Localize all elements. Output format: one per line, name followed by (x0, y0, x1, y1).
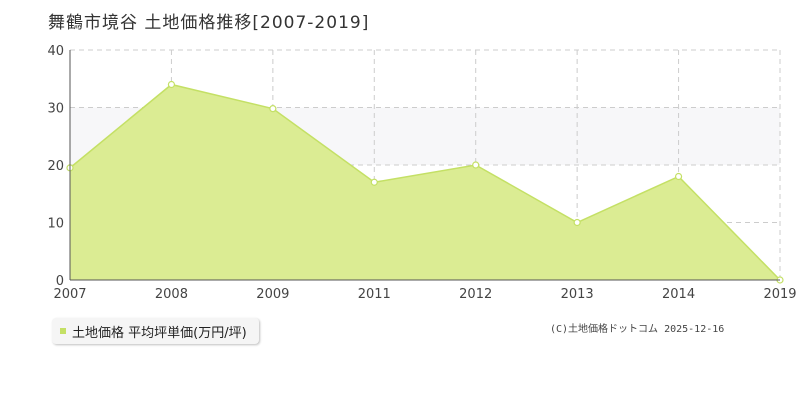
y-tick-label: 10 (47, 217, 64, 232)
data-point (370, 178, 378, 186)
y-tick-label: 30 (47, 102, 64, 117)
y-tick-label: 20 (47, 159, 64, 174)
legend-label: 土地価格 平均坪単価(万円/坪) (72, 325, 247, 341)
x-tick-label: 2007 (53, 287, 86, 302)
x-tick-label: 2019 (763, 287, 796, 302)
copyright-text: (C)土地価格ドットコム 2025-12-16 (550, 324, 725, 335)
data-point (472, 161, 480, 169)
data-point (573, 218, 581, 227)
legend-swatch (60, 328, 66, 334)
y-tick-label: 0 (56, 274, 64, 289)
data-point (674, 172, 683, 181)
data-point (269, 105, 277, 113)
x-tick-label: 2014 (662, 287, 695, 302)
data-point (167, 80, 176, 89)
x-tick-label: 2008 (155, 287, 188, 302)
chart-title: 舞鶴市境谷 土地価格推移[2007-2019] (48, 13, 370, 33)
series-area (70, 84, 780, 280)
x-tick-label: 2011 (358, 287, 391, 302)
legend: 土地価格 平均坪単価(万円/坪) (52, 318, 259, 344)
x-tick-label: 2009 (256, 287, 289, 302)
series-line (69, 83, 781, 281)
x-tick-label: 2013 (561, 287, 594, 302)
x-tick-label: 2012 (459, 287, 492, 302)
y-tick-label: 40 (47, 44, 64, 59)
